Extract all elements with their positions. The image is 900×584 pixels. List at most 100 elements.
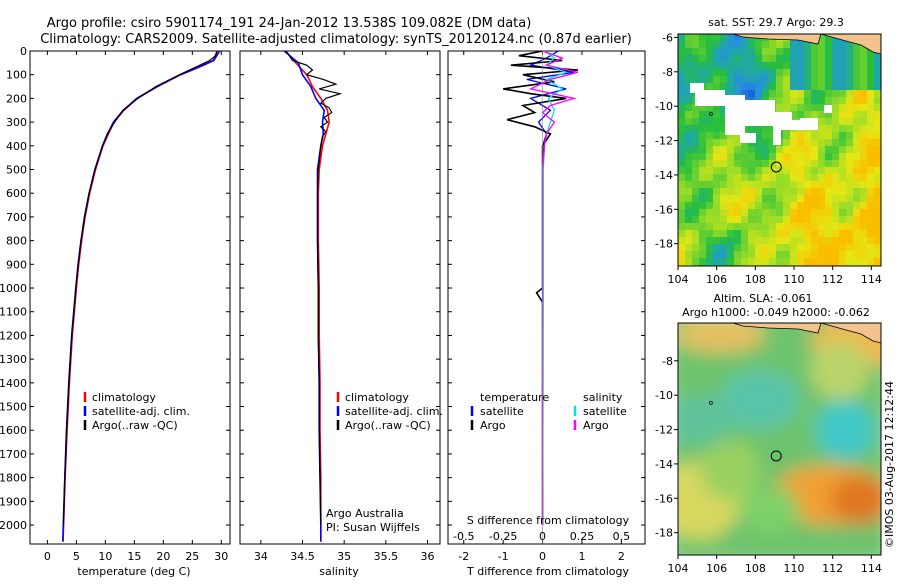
sst-cell — [741, 69, 749, 77]
y-tick-label: 1700 — [0, 448, 27, 461]
sst-cell — [776, 195, 784, 203]
sst-cell — [741, 41, 749, 49]
sst-cell — [811, 181, 819, 189]
sst-cell — [797, 62, 805, 70]
sst-cell — [692, 111, 700, 119]
sst-cell — [699, 34, 707, 42]
sst-cell — [804, 195, 812, 203]
sst-cell — [769, 251, 777, 259]
sst-cell — [797, 258, 805, 266]
sst-cell — [783, 153, 791, 161]
sst-cell — [832, 97, 840, 105]
x-tick-label: 108 — [745, 273, 766, 286]
sst-cell — [839, 244, 847, 252]
sst-cell — [804, 244, 812, 252]
sst-cell — [685, 41, 693, 49]
sst-cell — [720, 181, 728, 189]
sst-cell — [874, 76, 881, 84]
sla-blob — [720, 370, 800, 430]
sst-cell — [699, 181, 707, 189]
sst-cell — [692, 195, 700, 203]
sst-cell — [748, 167, 756, 175]
sst-cell — [727, 34, 735, 42]
sst-cell — [825, 174, 833, 182]
sst-cell — [797, 48, 805, 56]
sst-cell — [692, 55, 700, 63]
sst-cell — [678, 83, 686, 91]
sst-cell — [832, 104, 840, 112]
sst-cell — [860, 230, 868, 238]
sst-cell — [699, 223, 707, 231]
sst-cell — [748, 90, 756, 98]
y-tick-label: -16 — [655, 492, 673, 505]
sst-cell — [706, 195, 714, 203]
sst-cell — [818, 230, 826, 238]
sst-cell — [860, 83, 868, 91]
sst-cell — [797, 209, 805, 217]
sst-cell — [692, 216, 700, 224]
y-tick-label: 1000 — [0, 282, 27, 295]
sst-cell — [727, 195, 735, 203]
sst-cell — [762, 167, 770, 175]
sst-cell — [790, 195, 798, 203]
sst-cell — [832, 258, 840, 266]
sst-cell — [734, 34, 742, 42]
imos-stamp: ©IMOS 03-Aug-2017 12:12:44 — [883, 381, 896, 548]
sst-cell — [678, 195, 686, 203]
sst-cell — [699, 69, 707, 77]
sst-cell — [825, 153, 833, 161]
sst-cell — [755, 160, 763, 168]
sst-cell — [860, 146, 868, 154]
sst-cell — [678, 223, 686, 231]
sst-cell — [846, 139, 854, 147]
series-line-argo-raw-qc- — [285, 50, 343, 526]
sst-cell — [811, 76, 819, 84]
sst-cell — [741, 244, 749, 252]
sst-cell — [867, 230, 875, 238]
sst-cell — [804, 258, 812, 266]
sst-cell — [797, 139, 805, 147]
sst-cell — [741, 181, 749, 189]
sst-cell — [818, 41, 826, 49]
sst-cell — [811, 251, 819, 259]
sst-cell — [706, 237, 714, 245]
sst-cell — [713, 125, 721, 133]
sst-cell — [734, 55, 742, 63]
y-tick-label: 1900 — [0, 495, 27, 508]
sst-cell — [776, 104, 784, 112]
sst-cell — [832, 230, 840, 238]
sst-cell — [776, 216, 784, 224]
x-tick-label: 30 — [214, 550, 228, 563]
sst-cell — [846, 202, 854, 210]
sst-cell — [720, 202, 728, 210]
sst-cell — [790, 55, 798, 63]
sst-cell — [818, 216, 826, 224]
sst-cell — [776, 83, 784, 91]
map-frame — [677, 33, 882, 267]
sst-cell — [846, 111, 854, 119]
sst-cell — [860, 139, 868, 147]
sst-cell — [741, 90, 749, 98]
sst-cell — [839, 167, 847, 175]
sst-cell — [762, 48, 770, 56]
sst-cell — [790, 146, 798, 154]
sst-cell — [699, 55, 707, 63]
sst-cell — [790, 41, 798, 49]
sst-cell — [797, 97, 805, 105]
sst-cell — [839, 111, 847, 119]
sst-cell — [818, 83, 826, 91]
sst-cell — [713, 195, 721, 203]
sst-cell — [699, 237, 707, 245]
sla-map-panel: 104 106 108 110 112 114 -8 -10 -12 -14 -16 -18 — [655, 322, 882, 575]
x-tick-label: 20 — [156, 550, 170, 563]
sst-cell — [846, 237, 854, 245]
sst-cell — [867, 76, 875, 84]
sst-cell — [685, 69, 693, 77]
sst-cell — [727, 167, 735, 175]
plot-frame — [29, 50, 231, 545]
sst-cell — [720, 237, 728, 245]
sst-cell — [762, 146, 770, 154]
sst-cell — [713, 223, 721, 231]
sst-cell — [797, 181, 805, 189]
sst-cell — [825, 202, 833, 210]
